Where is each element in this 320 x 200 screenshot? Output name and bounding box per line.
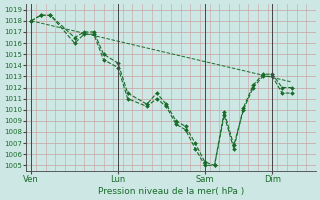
X-axis label: Pression niveau de la mer( hPa ): Pression niveau de la mer( hPa ) — [98, 187, 244, 196]
